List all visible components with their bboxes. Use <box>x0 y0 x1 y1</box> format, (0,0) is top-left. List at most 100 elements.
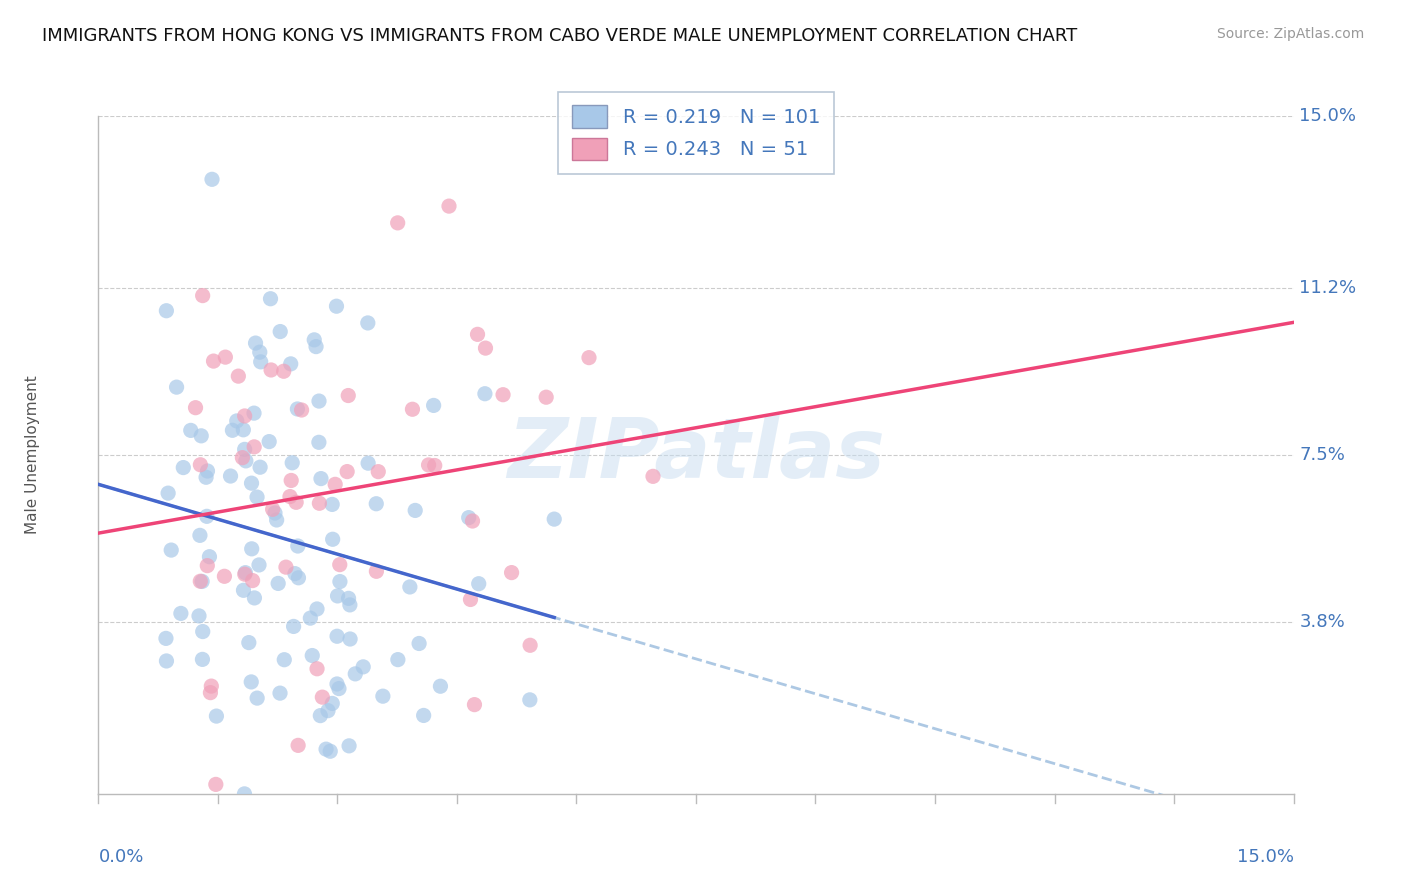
Point <box>190 429 212 443</box>
Point <box>329 574 352 589</box>
Point <box>214 569 236 583</box>
Point <box>291 403 314 417</box>
Point <box>404 503 426 517</box>
Point <box>184 401 207 415</box>
Point <box>357 316 380 330</box>
Point <box>198 549 221 564</box>
Point <box>418 458 440 472</box>
Point <box>366 497 388 511</box>
Point <box>266 513 288 527</box>
Point <box>157 486 180 500</box>
Point <box>326 589 349 603</box>
Point <box>195 470 218 484</box>
Point <box>401 402 423 417</box>
Point <box>197 464 219 478</box>
Point <box>287 539 309 553</box>
Point <box>337 388 360 402</box>
Point <box>233 442 256 457</box>
Point <box>190 458 212 472</box>
Point <box>422 399 444 413</box>
Point <box>232 583 254 598</box>
Point <box>467 576 489 591</box>
Point <box>269 686 291 700</box>
Point <box>233 409 256 423</box>
Point <box>240 674 263 689</box>
Point <box>325 299 347 313</box>
Point <box>387 216 409 230</box>
Point <box>191 652 214 666</box>
Point <box>233 787 256 801</box>
Point <box>273 653 295 667</box>
Point <box>463 698 485 712</box>
Text: 0.0%: 0.0% <box>98 848 143 866</box>
Point <box>225 414 247 428</box>
Text: 15.0%: 15.0% <box>1299 107 1357 125</box>
Point <box>246 490 269 504</box>
Point <box>201 172 224 186</box>
Point <box>301 648 323 663</box>
Point <box>269 325 291 339</box>
Point <box>366 564 388 578</box>
Point <box>321 697 343 711</box>
Point <box>461 514 484 528</box>
Point <box>249 345 271 359</box>
Point <box>172 460 194 475</box>
Text: 15.0%: 15.0% <box>1236 848 1294 866</box>
Point <box>371 689 394 703</box>
Point <box>274 560 297 574</box>
Text: IMMIGRANTS FROM HONG KONG VS IMMIGRANTS FROM CABO VERDE MALE UNEMPLOYMENT CORREL: IMMIGRANTS FROM HONG KONG VS IMMIGRANTS … <box>42 27 1077 45</box>
Point <box>287 571 309 585</box>
Point <box>280 474 302 488</box>
Point <box>399 580 422 594</box>
Point <box>219 469 242 483</box>
Point <box>308 435 330 450</box>
Point <box>309 472 332 486</box>
Text: 7.5%: 7.5% <box>1299 446 1346 464</box>
Point <box>285 495 308 509</box>
Point <box>235 566 257 580</box>
Point <box>408 636 430 650</box>
Text: ZIPatlas: ZIPatlas <box>508 415 884 495</box>
Point <box>260 363 283 377</box>
Point <box>188 528 211 542</box>
Point <box>240 541 263 556</box>
Point <box>308 394 330 409</box>
Text: Source: ZipAtlas.com: Source: ZipAtlas.com <box>1216 27 1364 41</box>
Point <box>249 355 271 369</box>
Point <box>309 708 332 723</box>
Point <box>188 608 211 623</box>
Point <box>205 777 228 791</box>
Point <box>195 558 218 573</box>
Point <box>437 199 460 213</box>
Point <box>233 567 256 582</box>
Point <box>249 460 271 475</box>
Point <box>412 708 434 723</box>
Point <box>257 434 280 449</box>
Text: 3.8%: 3.8% <box>1299 613 1346 632</box>
Point <box>247 558 270 572</box>
Point <box>641 469 664 483</box>
Point <box>337 591 360 606</box>
Point <box>280 357 302 371</box>
Point <box>243 406 266 420</box>
Point <box>284 566 307 581</box>
Point <box>246 691 269 706</box>
Point <box>259 292 281 306</box>
Point <box>281 456 304 470</box>
Point <box>205 709 228 723</box>
Point <box>160 543 183 558</box>
Point <box>264 506 287 520</box>
Point <box>191 574 214 589</box>
Point <box>326 677 349 691</box>
Point <box>231 450 253 465</box>
Point <box>344 666 367 681</box>
Point <box>242 574 264 588</box>
Point <box>474 386 496 401</box>
Point <box>323 477 346 491</box>
Point <box>578 351 600 365</box>
Point <box>155 632 177 646</box>
Point <box>235 454 257 468</box>
Point <box>387 652 409 666</box>
Point <box>243 440 266 454</box>
Point <box>357 456 380 470</box>
